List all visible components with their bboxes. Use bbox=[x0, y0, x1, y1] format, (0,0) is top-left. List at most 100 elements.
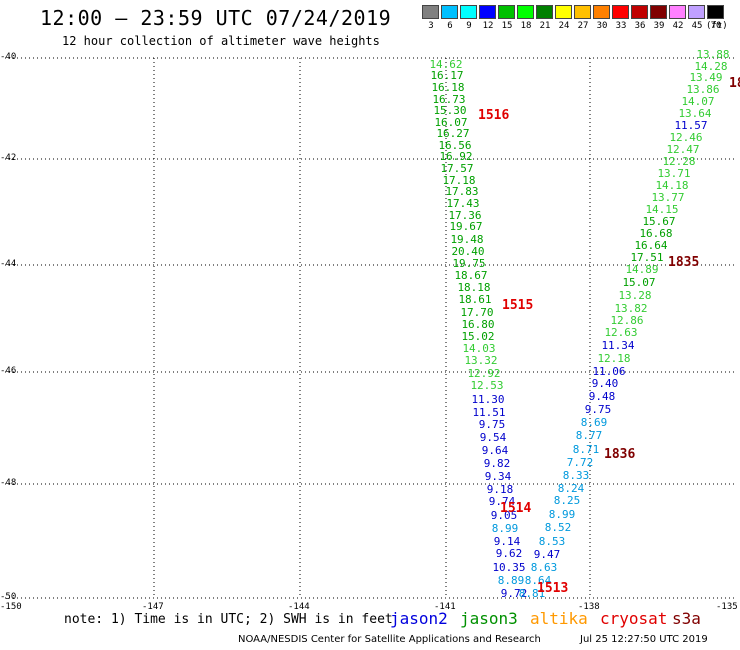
wave-height-value: 16.18 bbox=[431, 81, 465, 94]
wave-height-value: 19.48 bbox=[450, 233, 484, 246]
color-scale-swatch bbox=[498, 5, 515, 19]
wave-height-value: 17.83 bbox=[445, 185, 479, 198]
wave-height-value: 18.67 bbox=[454, 269, 488, 282]
color-scale-label: 21 bbox=[539, 21, 551, 31]
wave-height-value: 15.02 bbox=[461, 330, 495, 343]
pass-time-label: 1514 bbox=[500, 501, 532, 516]
wave-height-value: 9.48 bbox=[588, 390, 616, 403]
wave-height-value: 9.72 bbox=[500, 587, 528, 600]
longitude-label: -138 bbox=[578, 602, 600, 612]
wave-height-value: 8.53 bbox=[538, 535, 566, 548]
wave-height-value: 9.47 bbox=[533, 548, 561, 561]
wave-height-value: 11.06 bbox=[592, 365, 626, 378]
wave-height-value: 9.18 bbox=[486, 483, 514, 496]
longitude-label: -147 bbox=[142, 602, 164, 612]
color-scale-swatch bbox=[612, 5, 629, 19]
wave-height-value: 8.52 bbox=[544, 521, 572, 534]
wave-height-value: 8.89 bbox=[497, 574, 525, 587]
longitude-label: -135 bbox=[716, 602, 738, 612]
legend-altika: altika bbox=[530, 609, 588, 628]
wave-height-value: 8.64 bbox=[524, 574, 552, 587]
color-scale-label: 24 bbox=[558, 21, 570, 31]
color-scale-label: 45 bbox=[691, 21, 703, 31]
color-scale-label: 3 bbox=[428, 21, 434, 31]
wave-height-value: 12.86 bbox=[610, 314, 644, 327]
wave-height-value: 8.77 bbox=[575, 429, 603, 442]
wave-height-value: 16.27 bbox=[436, 127, 470, 140]
wave-height-value: 17.57 bbox=[440, 162, 474, 175]
color-scale-label: 9 bbox=[466, 21, 472, 31]
wave-height-value: 8.69 bbox=[580, 416, 608, 429]
color-scale-label: 6 bbox=[447, 21, 453, 31]
color-scale-label: 15 bbox=[501, 21, 513, 31]
wave-height-value: 16.64 bbox=[634, 239, 668, 252]
color-scale-label: 30 bbox=[596, 21, 608, 31]
wave-height-value: 11.34 bbox=[601, 339, 635, 352]
wave-height-value: 12.47 bbox=[666, 143, 700, 156]
wave-height-value: 15.30 bbox=[433, 104, 467, 117]
wave-height-value: 14.18 bbox=[655, 179, 689, 192]
wave-height-value: 7.72 bbox=[566, 456, 594, 469]
wave-height-value: 13.82 bbox=[614, 302, 648, 315]
legend-jason3: jason3 bbox=[460, 609, 518, 628]
note-text: note: 1) Time is in UTC; 2) SWH is in fe… bbox=[64, 612, 393, 627]
color-scale-swatch bbox=[460, 5, 477, 19]
legend-jason2: jason2 bbox=[390, 609, 448, 628]
wave-height-value: 20.40 bbox=[451, 245, 485, 258]
wave-height-value: 17.70 bbox=[460, 306, 494, 319]
wave-height-value: 19.67 bbox=[449, 220, 483, 233]
footer-credit: NOAA/NESDIS Center for Satellite Applica… bbox=[238, 634, 541, 645]
wave-height-value: 12.53 bbox=[470, 379, 504, 392]
wave-height-value: 9.82 bbox=[483, 457, 511, 470]
wave-height-value: 13.88 bbox=[696, 48, 730, 61]
wave-height-value: 8.24 bbox=[557, 482, 585, 495]
wave-height-value: 9.34 bbox=[484, 470, 512, 483]
wave-height-value: 17.51 bbox=[630, 251, 664, 264]
wave-height-value: 11.51 bbox=[472, 406, 506, 419]
wave-height-value: 9.05 bbox=[490, 509, 518, 522]
footer-date: Jul 25 12:27:50 UTC 2019 bbox=[580, 634, 708, 645]
wave-height-value: 16.80 bbox=[461, 318, 495, 331]
latitude-label: -46 bbox=[0, 366, 17, 376]
wave-height-value: 11.57 bbox=[674, 119, 708, 132]
wave-height-value: 11.30 bbox=[471, 393, 505, 406]
wave-height-value: 14.03 bbox=[462, 342, 496, 355]
color-scale-swatch bbox=[650, 5, 667, 19]
color-scale-label: 18 bbox=[520, 21, 532, 31]
wave-height-value: 8.81 bbox=[518, 587, 546, 600]
wave-height-value: 12.18 bbox=[597, 352, 631, 365]
wave-height-value: 9.74 bbox=[488, 495, 516, 508]
wave-height-value: 17.36 bbox=[448, 209, 482, 222]
color-scale-swatch bbox=[688, 5, 705, 19]
pass-time-label: 1515 bbox=[502, 298, 534, 313]
color-scale-unit: (ft) bbox=[706, 21, 728, 31]
wave-height-value: 12.63 bbox=[604, 326, 638, 339]
wave-height-value: 19.75 bbox=[452, 257, 486, 270]
wave-height-value: 13.28 bbox=[618, 289, 652, 302]
color-scale-swatch bbox=[441, 5, 458, 19]
wave-height-value: 14.15 bbox=[645, 203, 679, 216]
wave-height-value: 15.07 bbox=[622, 276, 656, 289]
page-title: 12:00 – 23:59 UTC 07/24/2019 bbox=[40, 6, 392, 30]
wave-height-value: 16.68 bbox=[639, 227, 673, 240]
wave-height-value: 14.28 bbox=[694, 60, 728, 73]
latitude-label: -48 bbox=[0, 478, 17, 488]
color-scale-swatch bbox=[669, 5, 686, 19]
color-scale-swatch bbox=[479, 5, 496, 19]
wave-height-value: 13.32 bbox=[464, 354, 498, 367]
wave-height-value: 9.62 bbox=[495, 547, 523, 560]
wave-height-value: 13.77 bbox=[651, 191, 685, 204]
wave-height-value: 14.89 bbox=[625, 263, 659, 276]
wave-height-value: 17.18 bbox=[442, 174, 476, 187]
color-scale-swatch bbox=[631, 5, 648, 19]
wave-height-value: 13.64 bbox=[678, 107, 712, 120]
color-scale-label: 27 bbox=[577, 21, 589, 31]
wave-height-value: 16.07 bbox=[434, 116, 468, 129]
wave-height-value: 16.17 bbox=[430, 69, 464, 82]
wave-height-value: 16.56 bbox=[438, 139, 472, 152]
wave-height-value: 10.35 bbox=[492, 561, 526, 574]
latitude-label: -40 bbox=[0, 52, 17, 62]
wave-height-value: 8.63 bbox=[530, 561, 558, 574]
